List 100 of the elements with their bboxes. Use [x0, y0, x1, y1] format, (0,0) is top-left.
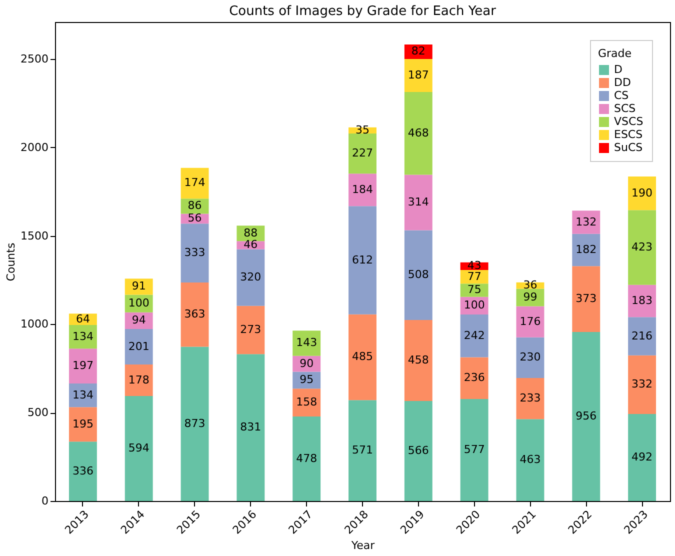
y-tick-label: 2500 — [20, 52, 48, 66]
data-label: 134 — [72, 330, 94, 343]
bar — [572, 210, 600, 234]
bar — [124, 364, 153, 396]
data-label: 566 — [408, 444, 429, 457]
bar — [124, 329, 153, 365]
bar — [180, 224, 209, 283]
bar — [460, 270, 488, 284]
data-label: 99 — [523, 290, 538, 304]
bar — [516, 337, 544, 378]
data-label: 333 — [184, 246, 206, 260]
data-label: 478 — [296, 452, 318, 465]
bar — [572, 332, 600, 501]
data-label: 90 — [300, 356, 314, 370]
data-label: 458 — [408, 353, 429, 366]
data-label: 873 — [184, 416, 206, 430]
bar — [292, 330, 321, 356]
data-label: 336 — [72, 464, 94, 478]
data-label: 36 — [523, 278, 538, 292]
data-label: 594 — [128, 442, 150, 455]
bar — [460, 284, 488, 297]
bar — [348, 400, 376, 501]
bar — [236, 306, 265, 354]
data-label: 273 — [240, 322, 262, 336]
bar — [404, 400, 432, 501]
data-label: 64 — [76, 312, 90, 326]
bar — [628, 210, 656, 285]
data-label: 183 — [632, 294, 653, 308]
legend-label: D — [614, 63, 622, 76]
bar — [628, 317, 656, 356]
data-label: 314 — [408, 195, 429, 208]
legend-label: DD — [614, 76, 631, 89]
data-label: 174 — [184, 176, 206, 190]
data-label: 100 — [128, 296, 150, 310]
bar — [68, 348, 97, 384]
bar — [516, 419, 544, 501]
data-label: 43 — [467, 259, 482, 272]
bar — [124, 396, 153, 501]
data-label: 216 — [632, 329, 653, 342]
data-label: 91 — [132, 280, 146, 293]
data-label: 332 — [632, 378, 653, 391]
bar — [572, 266, 600, 332]
bar — [628, 414, 656, 501]
bar — [180, 282, 209, 347]
data-label: 100 — [464, 298, 485, 312]
x-axis-title: Year — [350, 539, 376, 552]
chart-title: Counts of Images by Grade for Each Year — [229, 4, 497, 19]
legend-label: VSCS — [614, 115, 644, 128]
bar — [348, 206, 376, 314]
data-label: 75 — [467, 283, 482, 296]
bar — [516, 378, 544, 420]
bar — [180, 168, 209, 199]
bar — [572, 234, 600, 266]
legend-label: SuCS — [614, 141, 643, 154]
data-label: 134 — [72, 388, 94, 402]
data-label: 373 — [576, 292, 597, 306]
data-label: 176 — [520, 314, 541, 328]
data-label: 158 — [296, 396, 318, 409]
data-label: 77 — [467, 270, 482, 283]
data-label: 236 — [464, 371, 485, 384]
data-label: 485 — [352, 350, 373, 364]
y-tick-label: 2000 — [20, 140, 48, 154]
legend-label: SCS — [614, 102, 636, 115]
bar — [404, 174, 432, 230]
data-label: 363 — [184, 308, 206, 321]
data-label: 187 — [408, 68, 429, 82]
data-label: 463 — [520, 453, 541, 466]
data-label: 242 — [464, 328, 485, 342]
data-label: 423 — [632, 240, 653, 254]
bar — [628, 284, 656, 318]
bar — [628, 176, 656, 210]
data-label: 178 — [128, 373, 150, 386]
data-label: 201 — [128, 340, 150, 353]
data-label: 571 — [352, 444, 373, 457]
data-label: 94 — [132, 314, 146, 327]
data-label: 56 — [188, 212, 202, 225]
bar — [460, 357, 488, 400]
data-label: 190 — [632, 186, 653, 200]
bar — [236, 354, 265, 501]
data-label: 956 — [576, 410, 597, 423]
bar — [236, 249, 265, 306]
y-tick-label: 1000 — [20, 318, 48, 331]
data-label: 143 — [296, 336, 318, 350]
bar — [404, 58, 432, 92]
bar — [404, 320, 432, 401]
y-tick-label: 0 — [42, 494, 48, 508]
bar — [348, 134, 376, 174]
bar — [348, 314, 376, 400]
bar — [404, 230, 432, 320]
data-label: 508 — [408, 268, 429, 282]
y-tick-label: 1500 — [20, 229, 48, 242]
data-label: 182 — [576, 243, 597, 256]
data-label: 233 — [520, 392, 541, 405]
data-label: 184 — [352, 182, 373, 196]
bar — [68, 442, 97, 501]
data-label: 197 — [72, 359, 94, 372]
data-label: 227 — [352, 146, 373, 160]
data-label: 195 — [72, 417, 94, 430]
y-tick-label: 500 — [28, 406, 48, 420]
data-label: 132 — [576, 215, 597, 228]
